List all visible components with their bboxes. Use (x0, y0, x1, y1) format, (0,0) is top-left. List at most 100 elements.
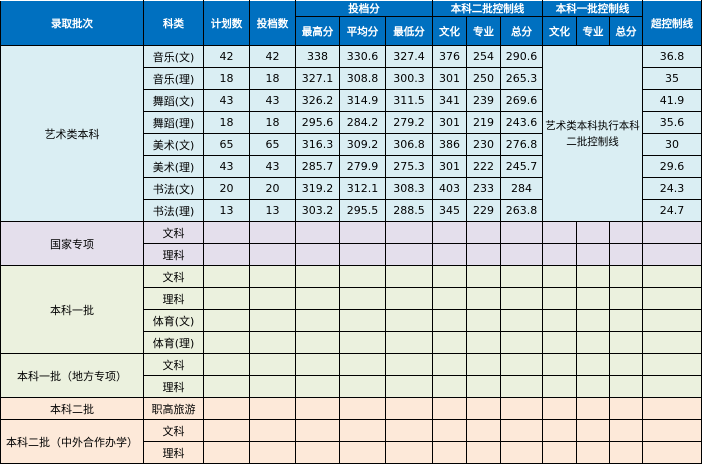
batch-cell: 本科一批 (0, 265, 144, 354)
table-row: 理科 (1, 441, 702, 464)
filed-cell: 42 (249, 45, 296, 68)
empty-cell (339, 331, 386, 354)
empty-cell (432, 265, 468, 288)
empty-cell (642, 353, 702, 376)
batch-cell: 国家专项 (0, 221, 144, 266)
filed-cell: 18 (249, 111, 296, 134)
empty-cell (609, 265, 644, 288)
empty-cell (576, 419, 611, 442)
line2-culture-cell: 376 (432, 45, 468, 68)
empty-cell (295, 243, 340, 266)
plan-cell: 43 (203, 155, 250, 178)
empty-cell (542, 397, 578, 420)
empty-cell (384, 309, 434, 332)
min-cell: 275.3 (384, 155, 434, 178)
empty-cell (295, 221, 340, 244)
empty-cell (542, 243, 578, 266)
table-row: 理科 (1, 287, 702, 310)
header-category: 科类 (143, 0, 204, 46)
max-cell: 295.6 (295, 111, 340, 134)
header-line1-culture: 文化 (542, 16, 578, 46)
line2-total-cell: 290.6 (500, 45, 544, 68)
empty-cell (203, 397, 250, 420)
empty-cell (576, 221, 611, 244)
header-line2-major: 专业 (466, 16, 502, 46)
empty-cell (203, 265, 250, 288)
line2-major-cell: 250 (466, 67, 502, 90)
empty-cell (249, 375, 296, 398)
empty-cell (609, 397, 644, 420)
min-cell: 327.4 (384, 45, 434, 68)
empty-cell (295, 353, 340, 376)
header-filed: 投档数 (249, 0, 296, 46)
table-row: 美术(理) 43 43 285.7 279.9 275.3 301 222 245.7 29.6 (1, 155, 702, 178)
filed-cell: 43 (249, 155, 296, 178)
empty-cell (432, 419, 468, 442)
empty-cell (576, 353, 611, 376)
avg-cell: 309.2 (339, 133, 386, 156)
empty-cell (542, 353, 578, 376)
batch-cell: 本科二批 (0, 397, 144, 420)
empty-cell (542, 309, 578, 332)
plan-cell: 43 (203, 89, 250, 112)
empty-cell (339, 375, 386, 398)
empty-cell (576, 309, 611, 332)
empty-cell (384, 397, 434, 420)
header-line1: 本科一批控制线 (542, 0, 644, 17)
table-row: 美术(文) 65 65 316.3 309.2 306.8 386 230 276.8 30 (1, 133, 702, 156)
over-cell: 35 (642, 67, 702, 90)
empty-cell (500, 441, 544, 464)
empty-cell (249, 331, 296, 354)
plan-cell: 20 (203, 177, 250, 200)
max-cell: 338 (295, 45, 340, 68)
category-cell: 理科 (143, 441, 204, 464)
line2-culture-cell: 403 (432, 177, 468, 200)
empty-cell (466, 353, 502, 376)
category-cell: 书法(文) (143, 177, 204, 200)
table-row: 舞蹈(文) 43 43 326.2 314.9 311.5 341 239 269.6 41.9 (1, 89, 702, 112)
filed-cell: 20 (249, 177, 296, 200)
filed-cell: 43 (249, 89, 296, 112)
empty-cell (500, 397, 544, 420)
empty-cell (203, 287, 250, 310)
over-cell: 35.6 (642, 111, 702, 134)
header-line1-total: 总分 (609, 16, 644, 46)
empty-cell (249, 221, 296, 244)
line2-culture-cell: 301 (432, 155, 468, 178)
category-cell: 美术(理) (143, 155, 204, 178)
avg-cell: 330.6 (339, 45, 386, 68)
over-cell: 29.6 (642, 155, 702, 178)
avg-cell: 308.8 (339, 67, 386, 90)
category-cell: 文科 (143, 265, 204, 288)
table-row: 书法(文) 20 20 319.2 312.1 308.3 403 233 284 24.3 (1, 177, 702, 200)
empty-cell (384, 375, 434, 398)
empty-cell (339, 243, 386, 266)
table-row: 本科二批 职高旅游 (0, 397, 702, 420)
empty-cell (249, 397, 296, 420)
empty-cell (203, 221, 250, 244)
min-cell: 279.2 (384, 111, 434, 134)
empty-cell (432, 309, 468, 332)
category-cell: 理科 (143, 287, 204, 310)
empty-cell (339, 265, 386, 288)
table-row: 艺术类本科 音乐(文) 42 42 338 330.6 327.4 376 254 290.6 艺术… (0, 45, 702, 222)
empty-cell (576, 375, 611, 398)
empty-cell (609, 353, 644, 376)
empty-cell (203, 441, 250, 464)
max-cell: 319.2 (295, 177, 340, 200)
batch-cell: 艺术类本科 (0, 45, 144, 222)
line2-major-cell: 254 (466, 45, 502, 68)
filed-cell: 18 (249, 67, 296, 90)
empty-cell (295, 441, 340, 464)
plan-cell: 42 (203, 45, 250, 68)
empty-cell (576, 397, 611, 420)
empty-cell (466, 243, 502, 266)
table-row: 理科 (1, 375, 702, 398)
empty-cell (432, 221, 468, 244)
line2-total-cell: 245.7 (500, 155, 544, 178)
over-cell: 41.9 (642, 89, 702, 112)
empty-cell (339, 309, 386, 332)
header-plan: 计划数 (203, 0, 250, 46)
empty-cell (609, 375, 644, 398)
empty-cell (339, 441, 386, 464)
